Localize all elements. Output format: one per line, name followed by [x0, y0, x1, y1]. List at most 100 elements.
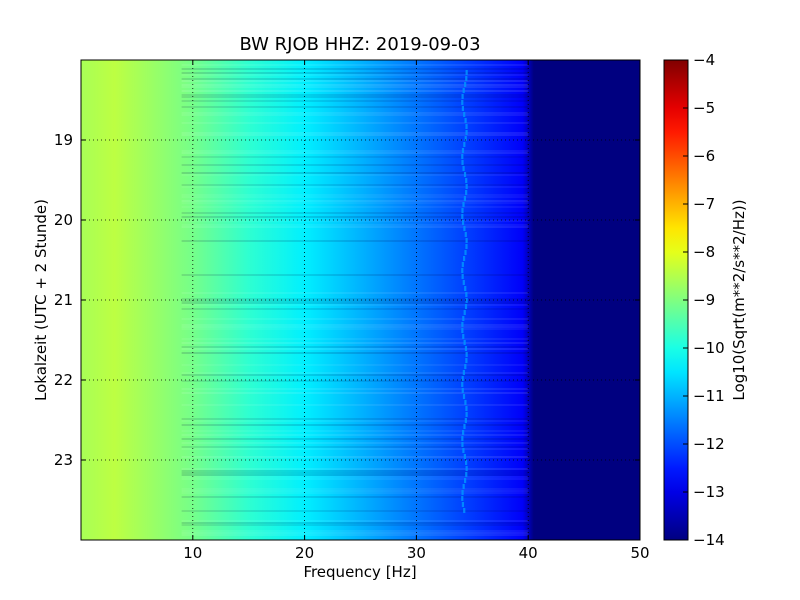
spectrogram-streak — [181, 84, 529, 86]
spectral-line-segment — [465, 76, 468, 81]
spectrogram-streak — [181, 472, 529, 474]
spectrogram-streak — [181, 318, 529, 320]
colorbar-tick-label: −11 — [693, 387, 725, 405]
spectral-line-segment — [462, 316, 465, 321]
colorbar-tick-label: −12 — [693, 435, 725, 453]
heatmap-area — [81, 60, 640, 540]
spectral-line-segment — [462, 256, 466, 261]
y-tick-label: 20 — [54, 211, 73, 229]
spectrogram-streak — [181, 68, 529, 70]
spectral-line-segment — [464, 304, 468, 309]
spectral-line-segment — [462, 280, 465, 285]
spectral-line-segment — [462, 202, 465, 207]
spectrogram-streak — [181, 202, 529, 204]
spectral-line-segment — [464, 364, 467, 369]
spectrogram-streak — [181, 156, 529, 158]
spectral-line-segment — [464, 118, 467, 123]
spectrogram-streak — [181, 106, 529, 108]
spectral-line-segment — [461, 382, 464, 387]
spectral-line-segment — [464, 82, 467, 87]
x-tick-label: 20 — [295, 544, 314, 562]
spectrogram-streak — [181, 492, 529, 494]
spectral-line-segment — [465, 190, 468, 195]
spectrogram-streak — [181, 380, 529, 382]
axes: 10 20 30 40 50 19 20 21 22 23 — [54, 59, 650, 562]
colorbar-tick-label: −7 — [693, 195, 715, 213]
spectral-line-segment — [465, 292, 468, 297]
colorbar-tick-label: −5 — [693, 99, 715, 117]
spectral-line-segment — [465, 70, 468, 75]
spectrogram-streak — [181, 324, 529, 326]
spectral-line-segment — [465, 184, 468, 189]
spectral-line-segment — [465, 124, 468, 129]
spectrogram-streak — [181, 302, 529, 304]
spectrogram-streak — [181, 468, 529, 470]
spectral-line-segment — [462, 370, 465, 375]
spectral-line-segment — [464, 346, 468, 351]
spectral-line-segment — [465, 130, 468, 135]
x-tick-label: 10 — [183, 544, 202, 562]
spectral-line-segment — [463, 172, 467, 177]
spectrogram-streak — [181, 220, 529, 222]
spectrogram-streak — [181, 404, 529, 406]
colorbar-label: Log10(Sqrt(m**2/s**2/Hz)) — [730, 199, 748, 400]
spectrogram-streak — [181, 186, 529, 188]
spectral-line-segment — [465, 178, 468, 183]
spectrogram-streak — [181, 206, 529, 208]
spectral-line-segment — [461, 268, 464, 273]
spectrogram-streak — [181, 80, 529, 82]
colorbar-tick-label: −6 — [693, 147, 715, 165]
spectral-line-segment — [462, 166, 465, 171]
spectrogram-streak — [181, 352, 529, 354]
spectrogram-streak — [181, 94, 529, 96]
spectrogram-streak — [181, 524, 529, 526]
spectrogram-streak — [181, 456, 529, 458]
spectrogram-streak — [181, 100, 529, 102]
spectrogram-streak — [181, 534, 529, 536]
spectrogram-streak — [181, 530, 529, 532]
spectral-line-segment — [464, 400, 467, 405]
spectral-line-segment — [465, 460, 468, 465]
spectrogram-streak — [181, 522, 529, 524]
spectral-line-segment — [461, 436, 464, 441]
spectral-line-segment — [461, 274, 464, 279]
spectral-line-segment — [463, 478, 467, 483]
spectrogram-streak — [181, 532, 529, 534]
spectral-line-segment — [465, 244, 468, 249]
spectrogram-streak — [181, 172, 529, 174]
spectral-line-segment — [465, 412, 468, 417]
y-tick-label: 21 — [54, 291, 73, 309]
spectrogram-streak — [181, 520, 529, 522]
spectral-line-segment — [462, 394, 466, 399]
spectrogram-streak — [181, 212, 529, 214]
spectral-line-segment — [461, 154, 464, 159]
y-tick-label: 22 — [54, 371, 73, 389]
spectrogram-streak — [181, 300, 529, 302]
spectral-line-segment — [462, 88, 465, 93]
spectral-line-segment — [461, 148, 465, 153]
y-tick-label: 19 — [54, 131, 73, 149]
spectrogram-streak — [181, 114, 529, 116]
spectrogram-streak — [181, 298, 529, 300]
spectrogram-streak — [181, 86, 529, 88]
colorbar-tick-label: −14 — [693, 531, 725, 549]
spectrogram-streak — [181, 438, 529, 440]
spectrogram-streak — [181, 184, 529, 186]
spectrogram-streak — [181, 346, 529, 348]
spectrogram-streak — [181, 510, 529, 512]
spectrogram-streak — [181, 78, 529, 80]
colorbar: −4 −5 −6 −7 −8 −9 −10 −11 −12 −13 −14 — [663, 51, 725, 549]
spectral-line-segment — [464, 136, 467, 141]
spectral-line-segment — [464, 232, 467, 237]
spectrogram-streak — [181, 442, 529, 444]
spectral-line-segment — [461, 388, 464, 393]
spectrogram-streak — [181, 74, 529, 76]
spectral-line-segment — [461, 214, 464, 219]
spectrogram-streak — [181, 132, 529, 134]
colorbar-tick-label: −8 — [693, 243, 715, 261]
spectrogram-streak — [181, 424, 529, 426]
spectral-line-segment — [463, 196, 467, 201]
spectrogram-streak — [181, 474, 529, 476]
